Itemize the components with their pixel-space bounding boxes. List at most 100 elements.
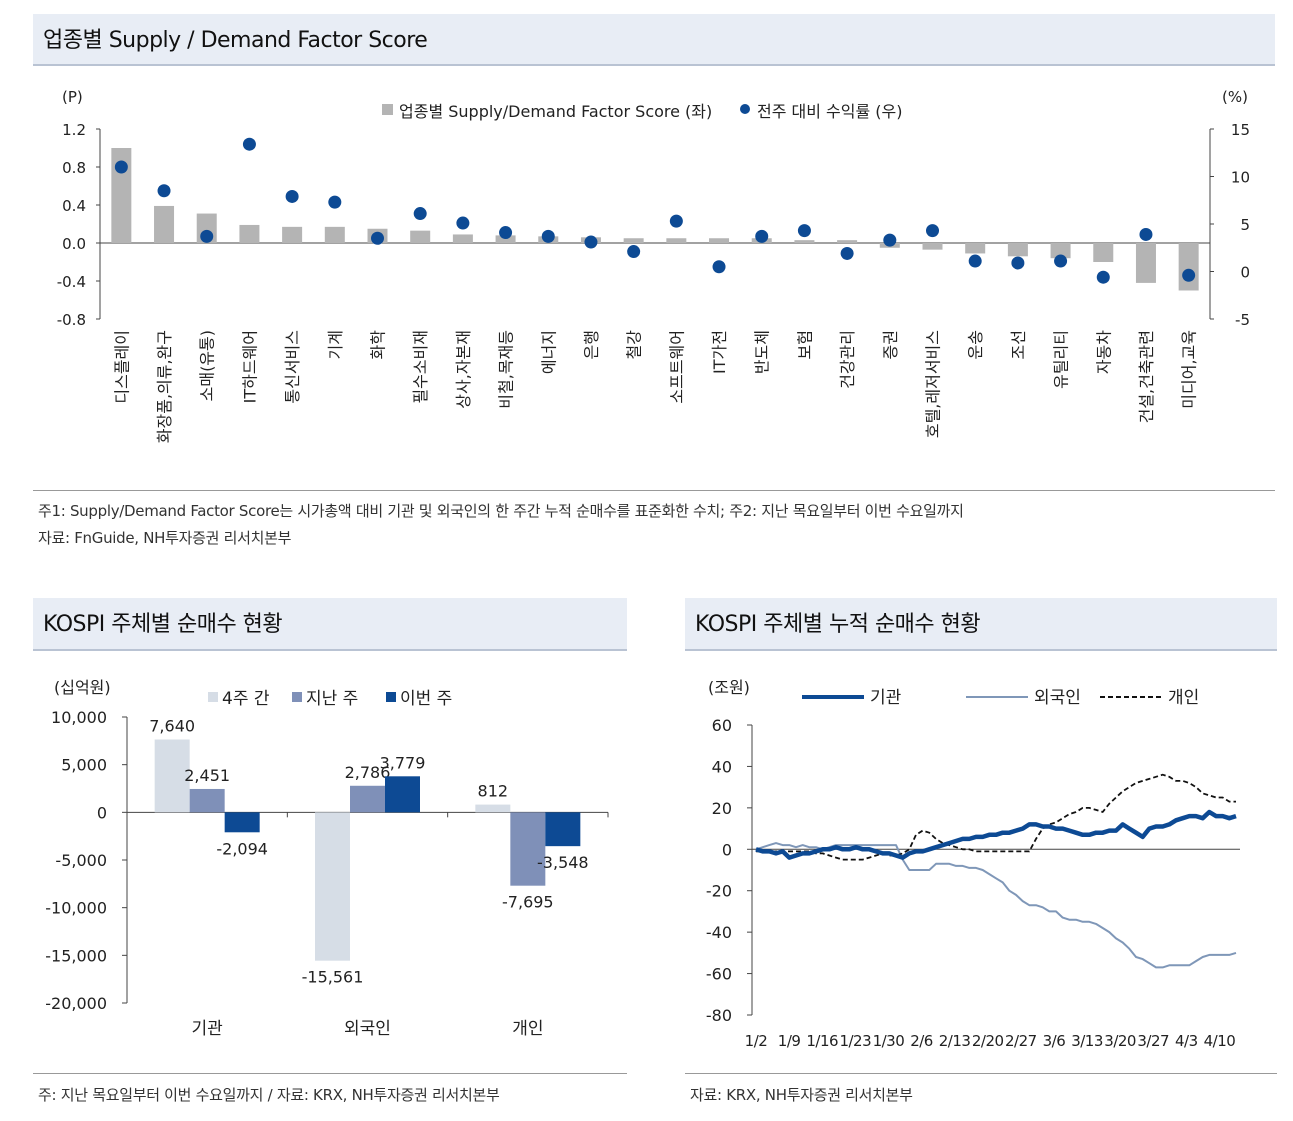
top-source: 자료: FnGuide, NH투자증권 리서치본부: [38, 529, 292, 547]
category-label: 미디어,교육: [1180, 330, 1199, 409]
factor-score-bar: [666, 238, 687, 243]
category-label: 보험: [795, 330, 814, 359]
factor-score-bar: [111, 148, 132, 243]
category-label: 자동차: [1094, 330, 1113, 374]
factor-score-bar: [1050, 243, 1071, 259]
category-label: 운송: [966, 330, 985, 359]
y-tick-label: 0: [722, 840, 732, 859]
factor-score-bar: [495, 235, 516, 243]
factor-score-bar: [1178, 243, 1199, 291]
bottom-left-title-bar: KOSPI 주체별 순매수 현황: [33, 598, 627, 651]
y-tick-label: -20: [706, 882, 732, 901]
data-label: -2,094: [216, 839, 268, 858]
y-tick-label: -60: [706, 965, 732, 984]
legend-swatch: [386, 692, 396, 702]
weekly-return-dot: [328, 195, 342, 209]
net-buy-bar: [350, 785, 385, 813]
bottom-right-divider: [685, 1073, 1277, 1074]
y-tick-label: 0: [97, 803, 107, 822]
weekly-return-dot: [413, 207, 427, 221]
category-label: 유틸리티: [1052, 330, 1071, 389]
weekly-return-dot: [242, 137, 256, 151]
factor-score-bar: [324, 226, 345, 243]
category-label: 반도체: [753, 330, 772, 374]
left-tick-label: -0.4: [57, 273, 86, 291]
category-label: 조선: [1009, 330, 1028, 359]
weekly-return-dot: [627, 245, 641, 259]
legend-label: 외국인: [1034, 688, 1081, 708]
left-tick-label: 0.8: [62, 159, 86, 177]
category-label: 호텔,레저서비스: [924, 330, 943, 438]
category-label: 소매(유통): [198, 330, 217, 401]
weekly-return-dot: [1096, 270, 1110, 284]
net-buy-bar: [510, 812, 546, 886]
weekly-return-dot: [840, 246, 854, 260]
x-tick-label: 1/30: [873, 1032, 905, 1050]
legend-dot-swatch: [740, 104, 750, 114]
data-label: -15,561: [302, 968, 364, 987]
y-tick-label: 20: [712, 799, 732, 818]
factor-score-bar: [965, 243, 986, 254]
net-buy-bar: [385, 776, 420, 813]
category-label: 통신서비스: [283, 330, 302, 404]
y-tick-label: -80: [706, 1006, 732, 1025]
right-tick-label: 0: [1240, 264, 1250, 282]
weekly-return-dot: [114, 160, 128, 174]
right-tick-label: 10: [1231, 169, 1250, 187]
x-tick-label: 2/27: [1005, 1032, 1037, 1050]
factor-score-bar: [1093, 243, 1114, 262]
left-tick-label: -0.8: [57, 311, 86, 329]
category-label: 화장품,의류,완구: [155, 330, 174, 443]
y-tick-label: 10,000: [51, 708, 107, 727]
x-tick-label: 3/27: [1137, 1032, 1169, 1050]
factor-score-bar: [794, 240, 815, 243]
x-tick-label: 4/10: [1204, 1032, 1236, 1050]
x-tick-label: 2/13: [939, 1032, 971, 1050]
top-footnote: 주1: Supply/Demand Factor Score는 시가총액 대비 …: [38, 502, 964, 520]
y-tick-label: 5,000: [61, 756, 107, 775]
category-label: 필수소비재: [411, 330, 430, 404]
weekly-return-dot: [584, 235, 598, 249]
weekly-return-dot: [712, 260, 726, 274]
right-tick-label: -5: [1235, 311, 1250, 329]
top-divider: [33, 490, 1275, 491]
data-label: -3,548: [537, 853, 589, 872]
data-label: 7,640: [149, 716, 195, 735]
category-label: 기계: [326, 330, 345, 359]
legend-label: 기관: [870, 688, 901, 708]
weekly-return-dot: [456, 216, 470, 230]
bottom-right-note: 자료: KRX, NH투자증권 리서치본부: [690, 1086, 913, 1104]
left-tick-label: 0.4: [62, 197, 86, 215]
category-label: 상사,자본재: [454, 330, 473, 409]
legend-label: 4주 간: [222, 689, 270, 709]
net-buy-bar: [545, 812, 581, 847]
factor-score-bar: [922, 243, 943, 250]
top-chart-title: 업종별 Supply / Demand Factor Score: [43, 28, 428, 53]
category-label: 화학: [369, 330, 388, 360]
legend-label: 개인: [1168, 688, 1199, 708]
y-tick-label: -5,000: [55, 851, 107, 870]
x-tick-label: 1/2: [745, 1032, 768, 1050]
institution-line: [755, 809, 1237, 860]
weekly-return-dot: [755, 229, 769, 243]
y-tick-label: -40: [706, 923, 732, 942]
weekly-return-dot: [883, 233, 897, 247]
category-label: 에너지: [539, 330, 558, 374]
data-label: 2,786: [345, 763, 391, 782]
individual-line: [756, 773, 1236, 861]
legend-bar-swatch: [382, 104, 393, 115]
category-label: 철강: [625, 330, 644, 360]
factor-score-bar: [709, 238, 730, 243]
right-axis-unit: (%): [1222, 88, 1248, 106]
axis-unit: (십억원): [54, 678, 111, 697]
net-buy-bar: [475, 804, 511, 813]
x-tick-label: 1/9: [778, 1032, 801, 1050]
bottom-left-divider: [33, 1073, 627, 1074]
weekly-return-dot: [541, 229, 555, 243]
weekly-return-dot: [371, 231, 384, 245]
factor-score-bar: [837, 240, 858, 243]
net-buy-chart-title: KOSPI 주체별 순매수 현황: [43, 612, 283, 637]
weekly-return-dot: [669, 214, 683, 228]
x-tick-label: 3/13: [1071, 1032, 1103, 1050]
top-title-bar: 업종별 Supply / Demand Factor Score: [33, 14, 1275, 66]
